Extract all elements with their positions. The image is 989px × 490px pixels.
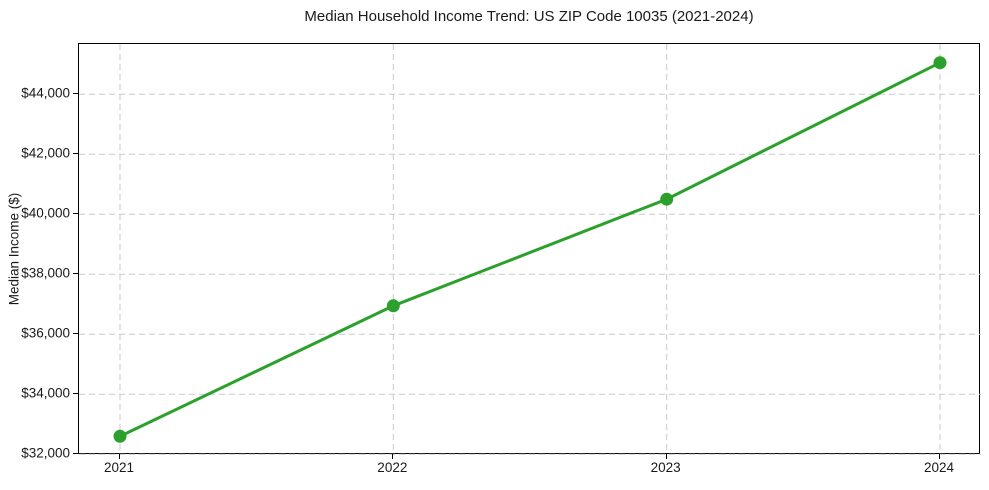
x-tick-mark: [392, 454, 394, 459]
x-tick-mark: [665, 454, 667, 459]
y-tick-label: $40,000: [21, 205, 70, 221]
plot-canvas: [79, 44, 981, 455]
y-tick-mark: [73, 93, 78, 95]
y-tick-mark: [73, 273, 78, 275]
y-tick-label: $34,000: [21, 385, 70, 401]
y-tick-mark: [73, 153, 78, 155]
trend-line: [118, 61, 942, 438]
data-point-marker[interactable]: [113, 429, 127, 443]
x-tick-label: 2021: [103, 460, 135, 475]
data-point-marker[interactable]: [386, 299, 400, 313]
x-tick-label: 2024: [923, 460, 955, 475]
x-tick-label: 2023: [650, 460, 681, 475]
chart-title: Median Household Income Trend: US ZIP Co…: [304, 8, 754, 25]
y-tick-label: $36,000: [21, 325, 70, 341]
data-point-marker[interactable]: [933, 56, 947, 70]
plot-area: [78, 43, 981, 455]
data-point-marker[interactable]: [660, 192, 674, 206]
y-tick-label: $44,000: [21, 85, 70, 101]
y-tick-label: $38,000: [21, 265, 70, 281]
x-tick-mark: [939, 454, 940, 459]
y-tick-mark: [73, 393, 78, 395]
x-tick-mark: [119, 454, 120, 459]
y-tick-mark: [73, 453, 78, 455]
y-tick-mark: [73, 333, 78, 335]
x-tick-label: 2022: [377, 460, 408, 475]
y-tick-label: $32,000: [21, 445, 70, 461]
y-tick-label: $42,000: [21, 145, 70, 161]
y-tick-mark: [73, 213, 78, 215]
